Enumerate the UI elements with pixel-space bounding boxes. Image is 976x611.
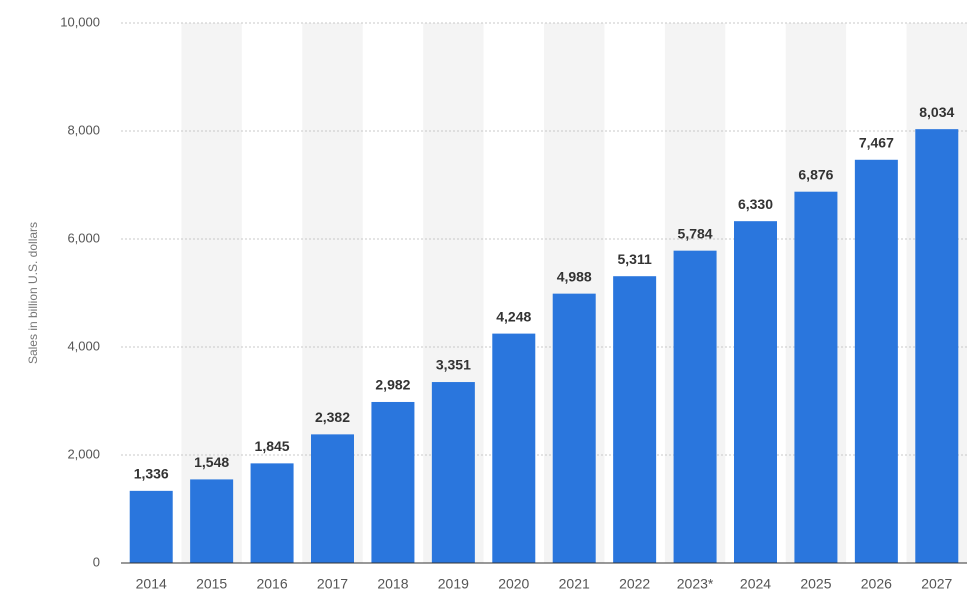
value-label: 5,784 — [678, 225, 713, 241]
x-tick-label: 2025 — [800, 576, 831, 592]
y-tick-label: 10,000 — [60, 14, 100, 29]
x-tick-label: 2023* — [677, 576, 714, 592]
x-tick-label: 2024 — [740, 576, 771, 592]
bar — [250, 463, 294, 563]
bar — [190, 479, 234, 563]
x-tick-label: 2022 — [619, 576, 650, 592]
x-tick-label: 2017 — [317, 576, 348, 592]
bar — [492, 333, 536, 563]
bar — [431, 382, 475, 563]
value-label: 2,382 — [315, 409, 350, 425]
x-tick-label: 2018 — [377, 576, 408, 592]
bar — [371, 401, 415, 563]
value-label: 2,982 — [375, 377, 410, 393]
y-tick-label: 0 — [93, 554, 100, 569]
value-label: 6,876 — [798, 166, 833, 182]
value-label: 8,034 — [919, 104, 954, 120]
x-tick-label: 2019 — [438, 576, 469, 592]
x-tick-label: 2016 — [256, 576, 287, 592]
value-label: 1,845 — [255, 438, 290, 454]
y-tick-label: 2,000 — [67, 446, 100, 461]
value-label: 7,467 — [859, 134, 894, 150]
bar — [794, 191, 838, 564]
x-tick-label: 2020 — [498, 576, 529, 592]
y-tick-label: 8,000 — [67, 122, 100, 137]
bar — [552, 293, 596, 563]
y-tick-label: 6,000 — [67, 230, 100, 245]
value-label: 4,988 — [557, 268, 592, 284]
value-label: 3,351 — [436, 357, 471, 373]
x-tick-label: 2014 — [136, 576, 167, 592]
x-tick-label: 2026 — [861, 576, 892, 592]
value-label: 5,311 — [618, 251, 652, 267]
bar — [915, 129, 959, 563]
y-tick-label: 4,000 — [67, 338, 100, 353]
bar — [129, 490, 173, 563]
value-label: 1,336 — [134, 466, 169, 482]
column-stripe — [181, 23, 242, 563]
x-tick-label: 2015 — [196, 576, 227, 592]
value-label: 4,248 — [496, 308, 531, 324]
value-label: 6,330 — [738, 196, 773, 212]
bar — [734, 221, 777, 563]
bar — [311, 434, 354, 563]
y-axis-label: Sales in billion U.S. dollars — [26, 222, 40, 364]
value-label: 1,548 — [194, 454, 229, 470]
bar — [613, 276, 657, 563]
x-tick-label: 2021 — [559, 576, 590, 592]
bar — [673, 250, 717, 563]
x-tick-label: 2027 — [921, 576, 952, 592]
bar — [854, 159, 898, 564]
